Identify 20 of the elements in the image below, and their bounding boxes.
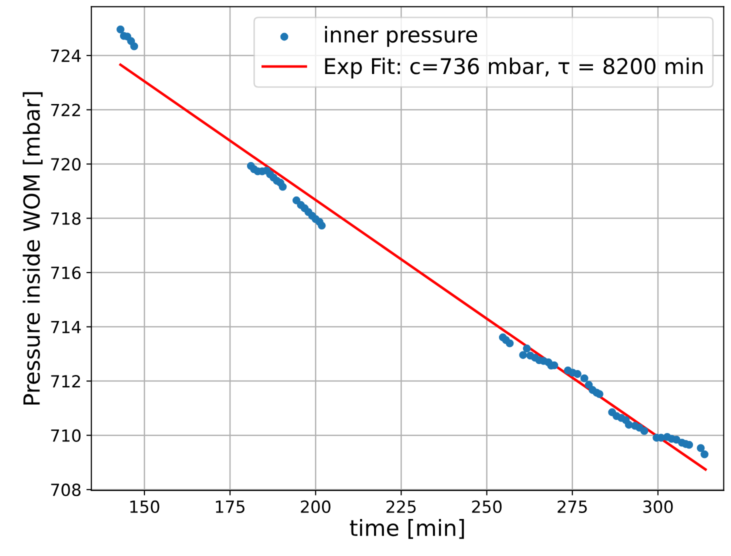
x-tick-label: 300 bbox=[643, 500, 673, 514]
x-tick-label: 225 bbox=[386, 500, 416, 514]
y-tick-label: 708 bbox=[51, 484, 81, 496]
y-tick-label: 724 bbox=[51, 49, 81, 62]
y-axis-title: Pressure inside WOM [mbar] bbox=[22, 92, 43, 405]
y-tick-label: 714 bbox=[51, 320, 81, 334]
y-tick-label: 712 bbox=[51, 375, 80, 388]
x-tick-label: 150 bbox=[130, 500, 160, 514]
y-tick-label: 722 bbox=[51, 104, 80, 116]
y-tick-label: 720 bbox=[51, 158, 81, 171]
x-tick-label: 250 bbox=[472, 500, 502, 514]
x-axis-title: time [min] bbox=[350, 519, 464, 539]
y-tick-label: 716 bbox=[51, 266, 81, 280]
y-tick-label: 718 bbox=[51, 212, 81, 225]
x-tick-label: 200 bbox=[300, 500, 330, 514]
x-tick-label: 175 bbox=[216, 500, 244, 514]
x-tick-label: 275 bbox=[558, 500, 587, 514]
y-tick-label: 710 bbox=[51, 429, 81, 442]
legend-label: inner pressure bbox=[325, 26, 478, 47]
legend-label: Exp Fit: c=736 mbar, τ = 8200 min bbox=[325, 58, 702, 78]
